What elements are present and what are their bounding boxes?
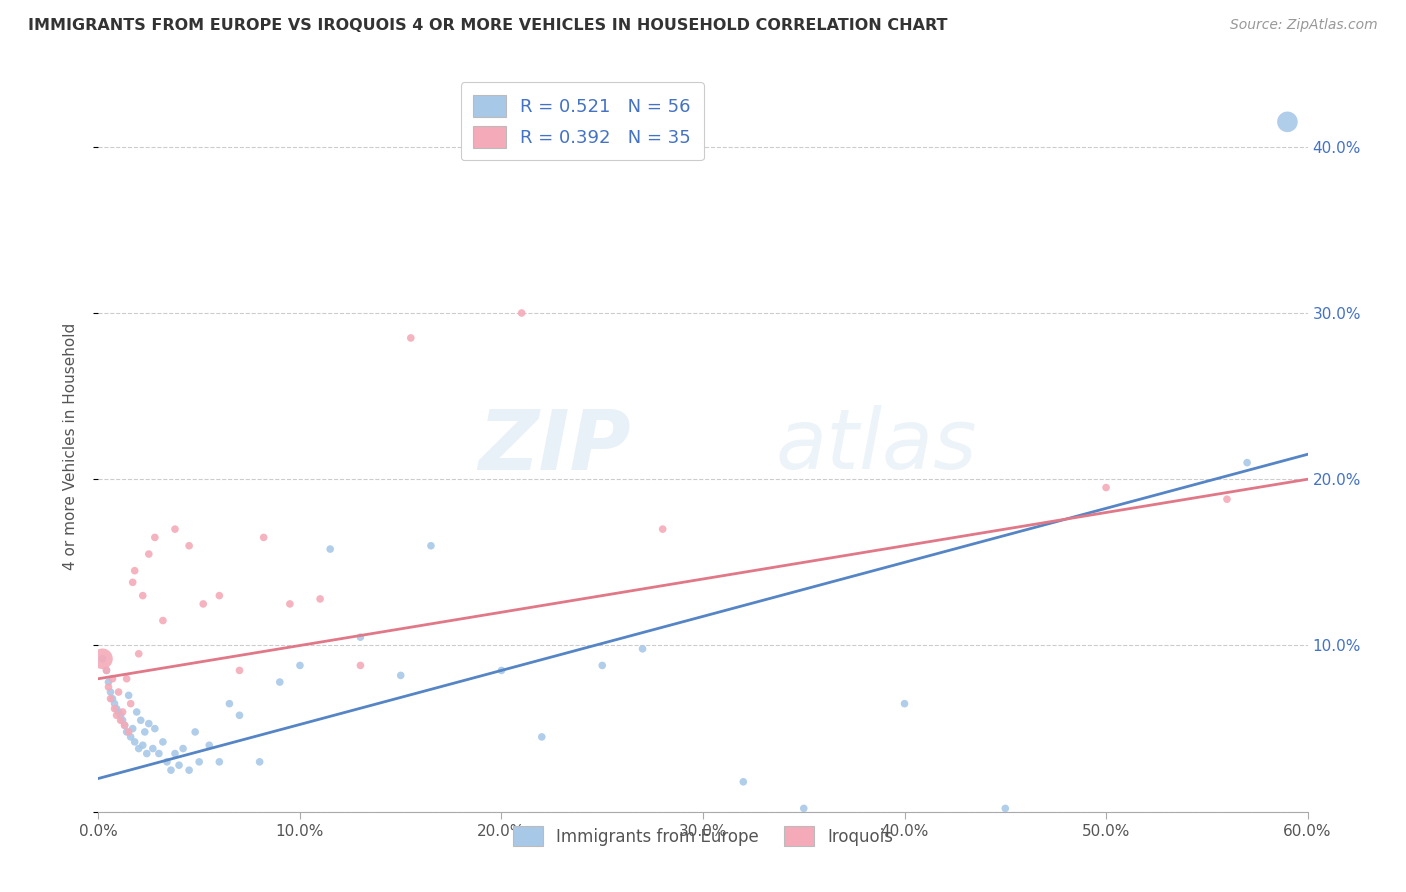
Point (135, 747, 157, 761)
Point (132, 589, 155, 603)
Point (143, 530, 166, 544)
Point (91, 652, 114, 666)
Point (249, 755, 271, 769)
Point (269, 675, 291, 690)
Legend: Immigrants from Europe, Iroquois: Immigrants from Europe, Iroquois (505, 818, 901, 855)
Point (160, 763, 183, 777)
Point (110, 714, 132, 728)
Point (103, 701, 125, 715)
Point (152, 735, 174, 749)
Point (118, 689, 141, 703)
Point (115, 725, 138, 739)
Point (172, 741, 194, 756)
Point (100, 691, 122, 706)
Point (125, 705, 148, 719)
Point (184, 725, 207, 739)
Text: ZIP: ZIP (478, 406, 630, 486)
Point (103, 697, 125, 711)
Point (198, 738, 221, 752)
Point (163, 747, 186, 761)
Point (399, 331, 422, 345)
Point (420, 539, 443, 553)
Point (120, 697, 142, 711)
Point (349, 630, 371, 644)
Point (208, 755, 231, 769)
Point (1216, 492, 1239, 507)
Point (114, 718, 136, 732)
Point (179, 763, 201, 777)
Point (167, 758, 190, 772)
Point (96, 664, 118, 678)
Point (1236, 456, 1258, 470)
Point (309, 591, 332, 606)
Point (1095, 481, 1118, 495)
Text: IMMIGRANTS FROM EUROPE VS IROQUOIS 4 OR MORE VEHICLES IN HOUSEHOLD CORRELATION C: IMMIGRANTS FROM EUROPE VS IROQUOIS 4 OR … (28, 18, 948, 33)
Point (530, 730, 553, 744)
Point (97, 680, 120, 694)
Point (278, 597, 301, 611)
Point (121, 722, 143, 736)
Point (349, 658, 371, 673)
Point (91, 652, 114, 666)
Point (111, 705, 134, 719)
Point (143, 722, 166, 736)
Point (107, 705, 129, 719)
Point (110, 708, 132, 723)
Point (138, 716, 160, 731)
Point (218, 697, 240, 711)
Point (188, 755, 211, 769)
Point (101, 672, 124, 686)
Point (105, 708, 128, 723)
Point (128, 741, 150, 756)
Point (491, 664, 513, 678)
Point (148, 747, 170, 761)
Point (208, 589, 231, 603)
Point (179, 539, 201, 553)
Point (142, 741, 165, 756)
Text: atlas: atlas (776, 406, 977, 486)
Point (733, 774, 755, 789)
Point (120, 730, 142, 744)
Point (228, 664, 250, 678)
Point (253, 530, 276, 544)
Point (163, 522, 186, 536)
Point (100, 685, 122, 699)
Point (96, 664, 118, 678)
Point (994, 801, 1017, 815)
Point (124, 564, 146, 578)
Point (105, 701, 128, 715)
Point (138, 547, 160, 561)
Point (591, 658, 613, 673)
Point (118, 725, 141, 739)
Point (107, 685, 129, 699)
Point (97, 675, 120, 690)
Point (193, 597, 215, 611)
Point (134, 725, 156, 739)
Point (893, 697, 915, 711)
Point (793, 801, 815, 815)
Point (288, 658, 311, 673)
Point (651, 522, 673, 536)
Point (114, 718, 136, 732)
Y-axis label: 4 or more Vehicles in Household: 4 or more Vehicles in Household (63, 322, 77, 570)
Point (510, 306, 533, 320)
Point (389, 668, 412, 682)
Point (128, 647, 150, 661)
Point (124, 735, 146, 749)
Point (152, 614, 174, 628)
Point (319, 542, 342, 557)
Point (1277, 115, 1299, 129)
Text: Source: ZipAtlas.com: Source: ZipAtlas.com (1230, 18, 1378, 32)
Point (631, 641, 654, 656)
Point (228, 708, 250, 723)
Point (101, 691, 124, 706)
Point (121, 575, 143, 590)
Point (111, 714, 134, 728)
Point (115, 672, 138, 686)
Point (132, 738, 155, 752)
Point (156, 755, 179, 769)
Point (129, 714, 152, 728)
